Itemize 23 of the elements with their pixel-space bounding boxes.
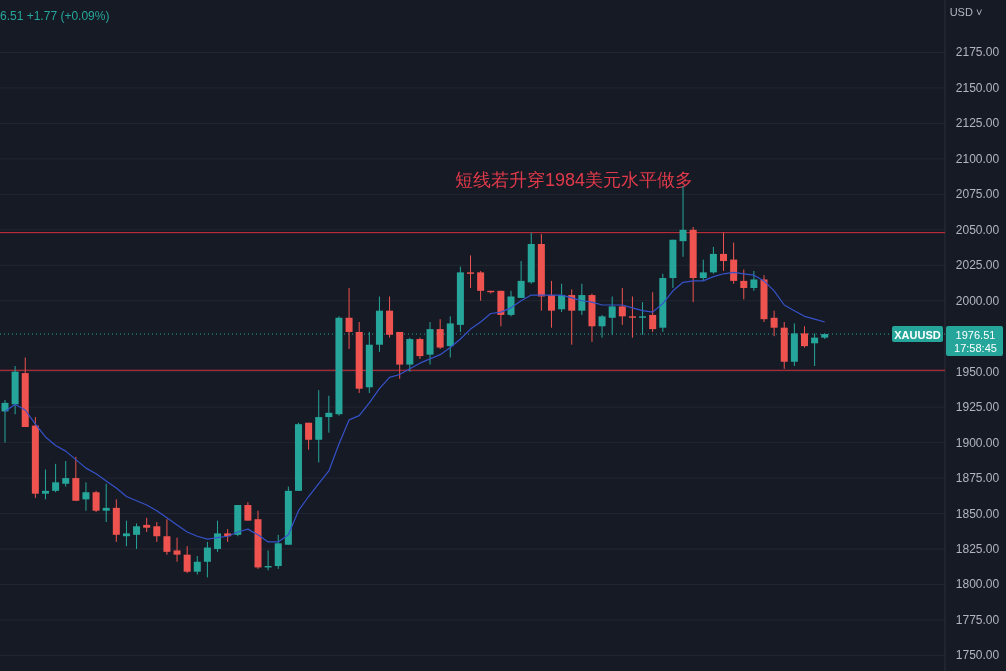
y-tick-label: 2075.00: [955, 187, 1000, 202]
y-tick-label: 1800.00: [955, 577, 1000, 592]
y-tick-label: 2025.00: [955, 258, 1000, 273]
text: 17:58:45: [954, 342, 997, 355]
y-tick-label: 1950.00: [955, 364, 1000, 379]
y-tick-label: 1925.00: [955, 400, 1000, 415]
y-tick-label: 2050.00: [955, 222, 1000, 237]
y-tick-label: 2150.00: [955, 80, 1000, 95]
y-tick-label: 1750.00: [955, 648, 1000, 663]
y-tick-label: 2175.00: [955, 45, 1000, 60]
y-tick-label: 2000.00: [955, 293, 1000, 308]
text: USD ˅: [949, 6, 983, 18]
annotation: 6.51 +1.77 (+0.09%): [0, 9, 110, 23]
y-tick-label: 2100.00: [955, 151, 1000, 166]
y-tick-label: 2125.00: [955, 116, 1000, 131]
text: 1976.51: [955, 328, 996, 341]
y-tick-label: 1900.00: [955, 435, 1000, 450]
y-tick-label: 1775.00: [955, 612, 1000, 627]
y-tick-label: 1875.00: [955, 471, 1000, 486]
annotation: 短线若升穿1984美元水平做多: [455, 170, 694, 190]
ref-label: XAUUSD: [892, 326, 943, 343]
y-tick-label: 1850.00: [955, 506, 1000, 521]
y-tick-label: 1825.00: [955, 542, 1000, 556]
